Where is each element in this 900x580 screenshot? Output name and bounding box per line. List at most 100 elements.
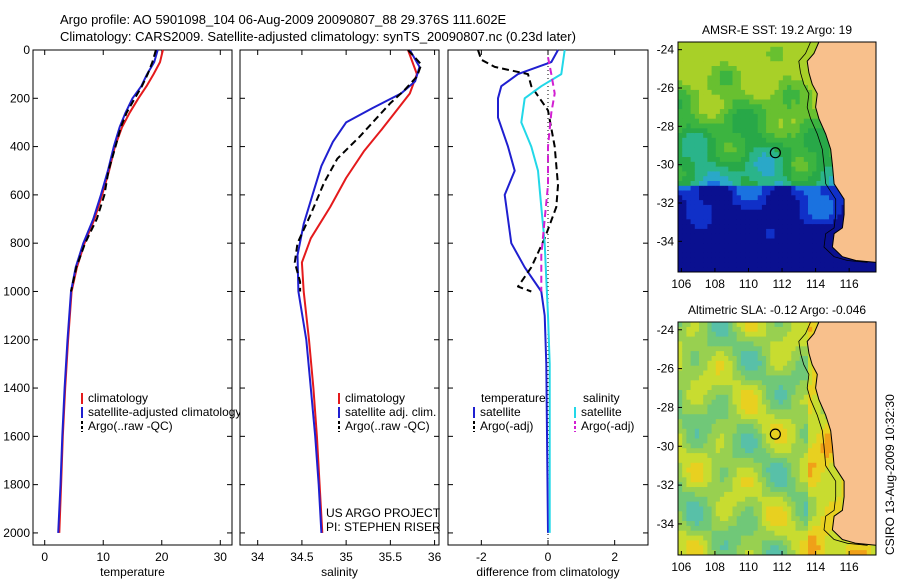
map-cell xyxy=(715,42,721,48)
map-cell xyxy=(740,516,746,522)
map-cell xyxy=(808,224,813,230)
map-cell xyxy=(753,472,759,478)
map-cell xyxy=(749,224,755,230)
map-cell xyxy=(824,147,830,153)
map-cell xyxy=(749,399,755,406)
map-cell xyxy=(686,394,692,401)
map-cell xyxy=(770,89,776,96)
map-cell xyxy=(707,390,713,396)
x-axis-label: temperature xyxy=(100,565,165,579)
map-cell xyxy=(745,409,750,415)
map-cell xyxy=(690,501,696,508)
map-cell xyxy=(803,341,809,347)
map-cell xyxy=(799,467,805,474)
map-cell xyxy=(724,462,729,469)
map-cell xyxy=(719,99,725,105)
map-cell xyxy=(690,394,696,401)
map-cell xyxy=(795,99,801,105)
map-cell xyxy=(799,472,805,478)
map-cell xyxy=(820,204,826,211)
map-cell xyxy=(724,482,729,488)
map-cell xyxy=(715,224,721,230)
map-cell xyxy=(833,267,838,272)
map-cell xyxy=(803,482,809,488)
map-cell xyxy=(694,360,700,367)
map-cell xyxy=(740,80,746,86)
map-cell xyxy=(761,99,767,105)
map-cell xyxy=(711,195,717,201)
map-cell xyxy=(715,89,721,96)
map-cell xyxy=(770,109,776,115)
map-cell xyxy=(703,360,708,367)
map-cell xyxy=(699,326,704,333)
map-cell xyxy=(745,46,750,53)
map-cell xyxy=(778,506,784,512)
map-cell xyxy=(774,428,780,435)
map-cell xyxy=(749,248,755,254)
map-cell xyxy=(719,385,725,391)
map-cell xyxy=(715,176,721,182)
map-cell xyxy=(724,380,729,386)
map-cell xyxy=(728,252,734,259)
map-cell xyxy=(753,448,759,454)
map-cell xyxy=(803,252,809,259)
map-cell xyxy=(736,356,742,362)
map-cell xyxy=(799,438,805,444)
map-cell xyxy=(728,399,734,406)
map-cell xyxy=(803,525,809,532)
map-cell xyxy=(829,238,834,244)
map-cell xyxy=(812,109,817,115)
map-cell xyxy=(719,243,725,249)
map-cell xyxy=(766,545,771,551)
map-cell xyxy=(728,457,734,464)
map-cell xyxy=(766,443,771,449)
map-cell xyxy=(795,428,801,435)
map-cell xyxy=(703,433,708,440)
map-cell xyxy=(795,157,801,163)
series-line-salinity-satellite xyxy=(520,49,566,533)
map-cell xyxy=(770,409,776,415)
map-cell xyxy=(820,521,826,527)
map-cell xyxy=(703,137,708,144)
map-cell xyxy=(745,462,750,469)
map-cell xyxy=(812,423,817,430)
map-cell xyxy=(812,438,817,444)
map-cell xyxy=(682,157,687,163)
map-cell xyxy=(795,166,801,172)
map-cell xyxy=(761,322,767,328)
map-cell xyxy=(736,462,742,469)
map-cell xyxy=(728,472,734,478)
map-cell xyxy=(711,152,717,158)
map-cell xyxy=(757,326,763,333)
map-cell xyxy=(678,204,683,211)
map-cell xyxy=(728,404,734,410)
map-cell xyxy=(678,61,683,67)
map-cell xyxy=(732,142,738,148)
map-cell xyxy=(724,89,729,96)
map-cell xyxy=(694,491,700,498)
y-tick-label: 0 xyxy=(23,43,30,57)
map-cell xyxy=(778,252,784,259)
map-cell xyxy=(761,133,767,139)
map-cell xyxy=(711,506,717,512)
map-cell xyxy=(799,433,805,440)
map-cell xyxy=(791,89,797,96)
map-cell xyxy=(803,375,809,381)
map-cell xyxy=(774,491,780,498)
map-cell xyxy=(703,409,708,415)
map-cell xyxy=(782,419,788,425)
map-cell xyxy=(766,224,771,230)
map-cell xyxy=(824,152,830,158)
map-cell xyxy=(799,365,805,372)
map-cell xyxy=(728,185,734,192)
map-cell xyxy=(732,540,738,546)
map-cell xyxy=(829,228,834,235)
map-cell xyxy=(803,257,809,263)
map-cell xyxy=(770,516,776,522)
map-cell xyxy=(745,80,750,86)
map-cell xyxy=(736,477,742,483)
map-cell xyxy=(808,506,813,512)
map-cell xyxy=(682,123,687,129)
map-cell xyxy=(745,419,750,425)
map-cell xyxy=(740,233,746,240)
